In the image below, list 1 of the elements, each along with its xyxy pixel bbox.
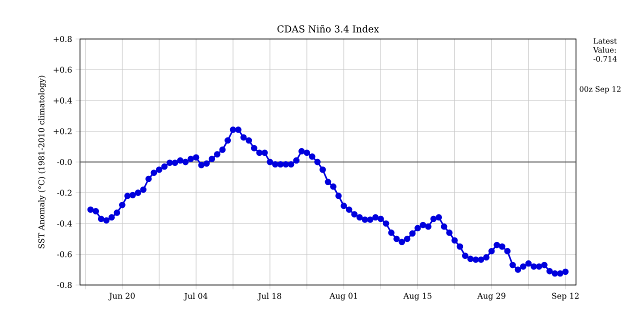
chart-title: CDAS Niño 3.4 Index [277,24,379,32]
